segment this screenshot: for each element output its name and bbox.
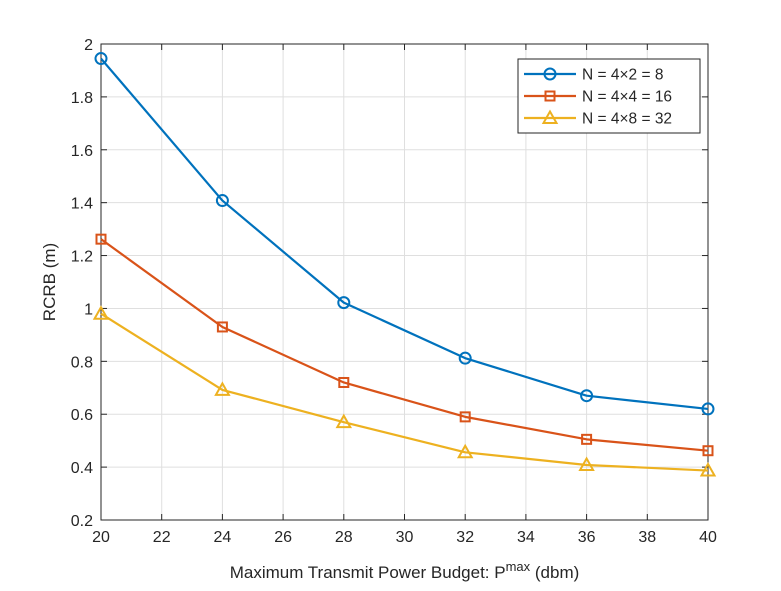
x-tick-label: 32 <box>456 529 474 546</box>
x-tick-label: 26 <box>274 529 292 546</box>
data-point-square <box>459 411 471 423</box>
legend-marker-triangle <box>541 109 559 124</box>
data-point-square <box>581 433 593 445</box>
x-tick-label: 28 <box>335 529 353 546</box>
x-tick-label: 20 <box>92 529 110 546</box>
legend-item: N = 4×8 = 32 <box>524 109 672 128</box>
legend-label: N = 4×4 = 16 <box>582 89 672 106</box>
data-point-square <box>95 233 107 245</box>
y-tick-label: 1.2 <box>71 249 93 266</box>
data-point-square <box>702 445 714 457</box>
y-tick-label: 2 <box>84 37 93 54</box>
data-point-circle <box>701 402 715 416</box>
y-tick-label: 0.8 <box>71 354 93 371</box>
data-point-triangle <box>214 381 231 396</box>
y-tick-label: 0.4 <box>71 460 93 477</box>
data-point-triangle <box>335 413 353 429</box>
x-tick-label: 36 <box>578 529 596 546</box>
legend-label: N = 4×8 = 32 <box>582 111 672 128</box>
x-axis-label: Maximum Transmit Power Budget: Pmax (dbm… <box>230 559 580 582</box>
series-line <box>100 57 709 411</box>
x-tick-label: 24 <box>214 529 232 546</box>
series-layer <box>92 52 717 477</box>
y-axis-label: RCRB (m) <box>40 243 59 321</box>
legend-marker-circle <box>543 67 557 81</box>
x-tick-label: 30 <box>396 529 414 546</box>
data-point-circle <box>458 351 472 365</box>
data-point-circle <box>94 52 108 66</box>
y-tick-label: 1.4 <box>71 196 93 213</box>
data-point-circle <box>215 194 229 208</box>
legend-item: N = 4×2 = 8 <box>524 67 663 84</box>
series-line <box>100 312 709 472</box>
x-axis-label-superscript: max <box>506 559 531 574</box>
legend-item: N = 4×4 = 16 <box>524 89 672 106</box>
y-tick-label: 0.6 <box>71 407 93 424</box>
series-line <box>100 238 709 452</box>
data-point-circle <box>337 296 351 310</box>
data-point-square <box>338 376 350 388</box>
x-tick-label: 34 <box>517 529 535 546</box>
x-tick-label: 40 <box>699 529 717 546</box>
x-tick-label: 22 <box>153 529 171 546</box>
data-point-triangle <box>578 456 595 471</box>
series-triangle <box>92 305 717 477</box>
legend-label: N = 4×2 = 8 <box>582 67 663 84</box>
data-point-triangle <box>92 305 110 320</box>
data-point-triangle <box>456 443 474 459</box>
data-point-square <box>216 321 228 333</box>
data-point-triangle <box>699 462 717 477</box>
series-circle <box>94 52 715 416</box>
x-axis-label-main: Maximum Transmit Power Budget: P <box>230 563 506 582</box>
y-tick-label: 0.2 <box>71 513 93 530</box>
legend: N = 4×2 = 8 N = 4×4 = 16 N = 4×8 = 32 <box>517 58 701 134</box>
x-tick-label: 38 <box>638 529 656 546</box>
x-axis-label-unit: (dbm) <box>530 563 579 582</box>
axis-ticks: 20 22 24 26 28 30 32 34 36 38 40 0.2 0.4 0.6 0.8 1 1.2 1.… <box>71 37 717 546</box>
series-square <box>95 233 714 457</box>
legend-marker-square <box>544 90 556 102</box>
data-point-circle <box>580 389 594 403</box>
y-tick-label: 1.6 <box>71 143 93 160</box>
y-tick-label: 1 <box>84 301 93 318</box>
y-tick-label: 1.8 <box>71 90 93 107</box>
